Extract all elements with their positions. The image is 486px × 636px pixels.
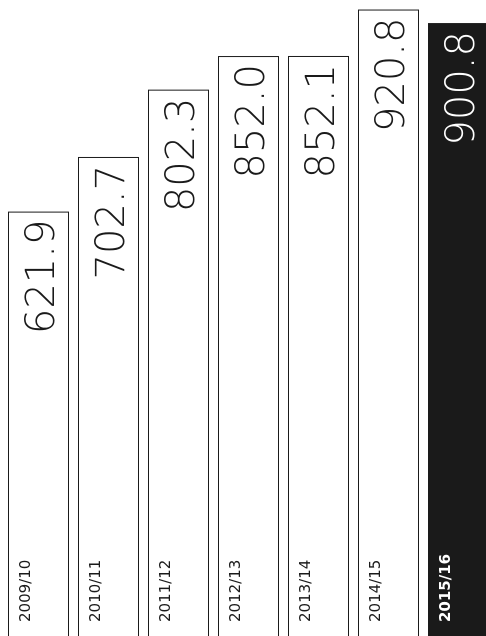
value-label: 702.7	[88, 165, 134, 280]
value-label: 852.0	[228, 64, 274, 179]
value-label: 920.8	[368, 18, 414, 133]
category-label: 2011/12	[156, 560, 174, 622]
value-label: 802.3	[158, 98, 204, 213]
bar	[428, 23, 486, 636]
bar	[358, 9, 419, 636]
bar	[8, 211, 69, 636]
bar	[78, 156, 139, 636]
bar	[288, 55, 349, 636]
category-label: 2012/13	[226, 560, 244, 622]
category-label: 2013/14	[296, 560, 314, 622]
category-label: 2015/16	[436, 554, 454, 622]
category-label: 2009/10	[16, 560, 34, 622]
category-label: 2014/15	[366, 560, 384, 622]
bar	[218, 56, 279, 636]
bar	[148, 89, 209, 636]
value-label: 852.1	[298, 64, 344, 179]
value-label: 900.8	[438, 31, 484, 146]
value-label: 621.9	[18, 220, 64, 335]
category-label: 2010/11	[86, 560, 104, 622]
